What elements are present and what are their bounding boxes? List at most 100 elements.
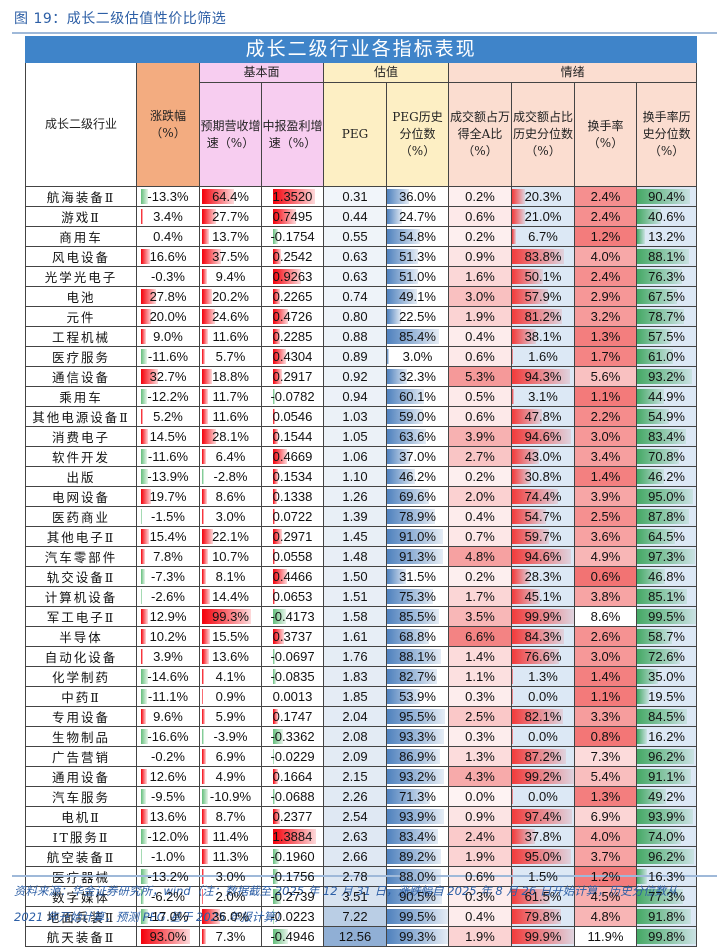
cell-turnover-rate: 8.6% (575, 607, 637, 627)
cell-value: 0.2285 (273, 329, 313, 344)
cell-industry: 商用车 (26, 227, 137, 247)
cell-value: 1.7% (465, 589, 495, 604)
cell-value: 16.2% (648, 729, 685, 744)
cell-turnover-rate-percentile: 93.9% (637, 807, 697, 827)
indicator-table: 成长二级行业各指标表现 成长二级行业 涨跌幅（%） 基本面 估值 情绪 预期营收… (25, 36, 697, 947)
cell-value: 24.7% (399, 209, 436, 224)
cell-turnover-share: 2.7% (449, 447, 512, 467)
cell-value: 68.8% (399, 629, 436, 644)
cell-peg-percentile: 32.3% (387, 367, 449, 387)
cell-peg-percentile: 91.0% (387, 527, 449, 547)
cell-turnover-share: 0.6% (449, 407, 512, 427)
cell-revenue-growth: 99.3% (200, 607, 262, 627)
data-bar (202, 509, 203, 524)
cell-turnover-rate: 4.0% (575, 827, 637, 847)
cell-value: 76.6% (525, 649, 562, 664)
data-bar (202, 849, 208, 864)
industry-name: 汽车服务 (52, 790, 110, 805)
cell-value: 0.3% (465, 689, 495, 704)
industry-name: 软件开发 (52, 450, 110, 465)
cell-turnover-share-percentile: 95.0% (512, 847, 575, 867)
cell-value: 2.09 (342, 749, 367, 764)
cell-value: -11.1% (148, 689, 188, 704)
cell-industry: IT服务Ⅱ (26, 827, 137, 847)
cell-value: 69.6% (399, 489, 436, 504)
cell-change: 9.6% (137, 707, 200, 727)
cell-value: 3.6% (591, 529, 621, 544)
cell-peg-percentile: 69.6% (387, 487, 449, 507)
cell-value: 2.4% (591, 189, 621, 204)
cell-value: 54.9% (648, 409, 685, 424)
data-bar (512, 189, 525, 204)
data-bar (141, 349, 147, 364)
data-bar (387, 349, 389, 364)
industry-name: 出版 (66, 470, 95, 485)
cell-value: 4.0% (591, 829, 621, 844)
industry-name: 乘用车 (59, 390, 103, 405)
cell-revenue-growth: 13.7% (200, 227, 262, 247)
cell-value: 0.88 (342, 329, 367, 344)
cell-peg: 1.50 (324, 567, 387, 587)
data-bar (141, 629, 146, 644)
cell-peg-percentile: 24.7% (387, 207, 449, 227)
cell-value: 5.3% (465, 369, 495, 384)
cell-value: 0.0% (528, 789, 558, 804)
header-turnover-rate: 换手率（%） (575, 83, 637, 187)
cell-value: 1.39 (342, 509, 367, 524)
cell-turnover-share: 1.6% (449, 267, 512, 287)
cell-industry: 元件 (26, 307, 137, 327)
cell-value: 2.63 (342, 829, 367, 844)
cell-change: 32.7% (137, 367, 200, 387)
cell-value: 8.7% (216, 809, 246, 824)
cell-value: 3.51 (342, 889, 367, 904)
cell-value: 10.7% (212, 549, 249, 564)
cell-value: 9.6% (153, 709, 183, 724)
cell-value: 0.2542 (273, 249, 313, 264)
header-peg-percentile: PEG历史分位数（%） (387, 83, 449, 187)
data-bar (202, 229, 209, 244)
cell-value: 31.5% (399, 569, 436, 584)
data-bar (202, 489, 206, 504)
cell-revenue-growth: 6.4% (200, 447, 262, 467)
cell-value: -10.9% (210, 789, 251, 804)
data-bar (202, 789, 207, 804)
cell-change: -12.0% (137, 827, 200, 847)
cell-turnover-rate: 0.8% (575, 727, 637, 747)
cell-value: 5.6% (591, 369, 621, 384)
cell-peg: 0.92 (324, 367, 387, 387)
industry-name: 电网设备 (52, 490, 110, 505)
cell-value: 14.5% (150, 429, 187, 444)
cell-peg-percentile: 89.2% (387, 847, 449, 867)
cell-value: 22.1% (212, 529, 249, 544)
cell-change: -0.2% (137, 747, 200, 767)
cell-value: 3.9% (591, 489, 621, 504)
cell-value: -12.2% (147, 389, 188, 404)
industry-name: 电机Ⅱ (61, 810, 101, 825)
cell-value: 67.5% (648, 289, 685, 304)
cell-peg: 1.83 (324, 667, 387, 687)
cell-turnover-share-percentile: 59.7% (512, 527, 575, 547)
data-bar (141, 789, 146, 804)
cell-value: -12.0% (147, 829, 188, 844)
data-bar (202, 589, 209, 604)
cell-industry: 出版 (26, 467, 137, 487)
cell-value: 2.26 (342, 789, 367, 804)
cell-peg: 0.31 (324, 187, 387, 207)
data-bar (141, 689, 147, 704)
cell-value: 0.0558 (273, 549, 313, 564)
data-bar (141, 449, 147, 464)
cell-value: 77.3% (648, 889, 685, 904)
cell-turnover-rate: 1.3% (575, 787, 637, 807)
cell-value: 22.5% (399, 309, 436, 324)
cell-peg-percentile: 46.2% (387, 467, 449, 487)
cell-turnover-rate-percentile: 16.2% (637, 727, 697, 747)
cell-value: 20.2% (212, 289, 249, 304)
cell-value: 1.1% (591, 689, 621, 704)
cell-value: 91.3% (399, 549, 436, 564)
cell-value: 3.9% (465, 429, 495, 444)
cell-value: 1.3% (528, 669, 558, 684)
cell-value: 11.3% (213, 849, 249, 864)
data-bar (141, 609, 148, 624)
